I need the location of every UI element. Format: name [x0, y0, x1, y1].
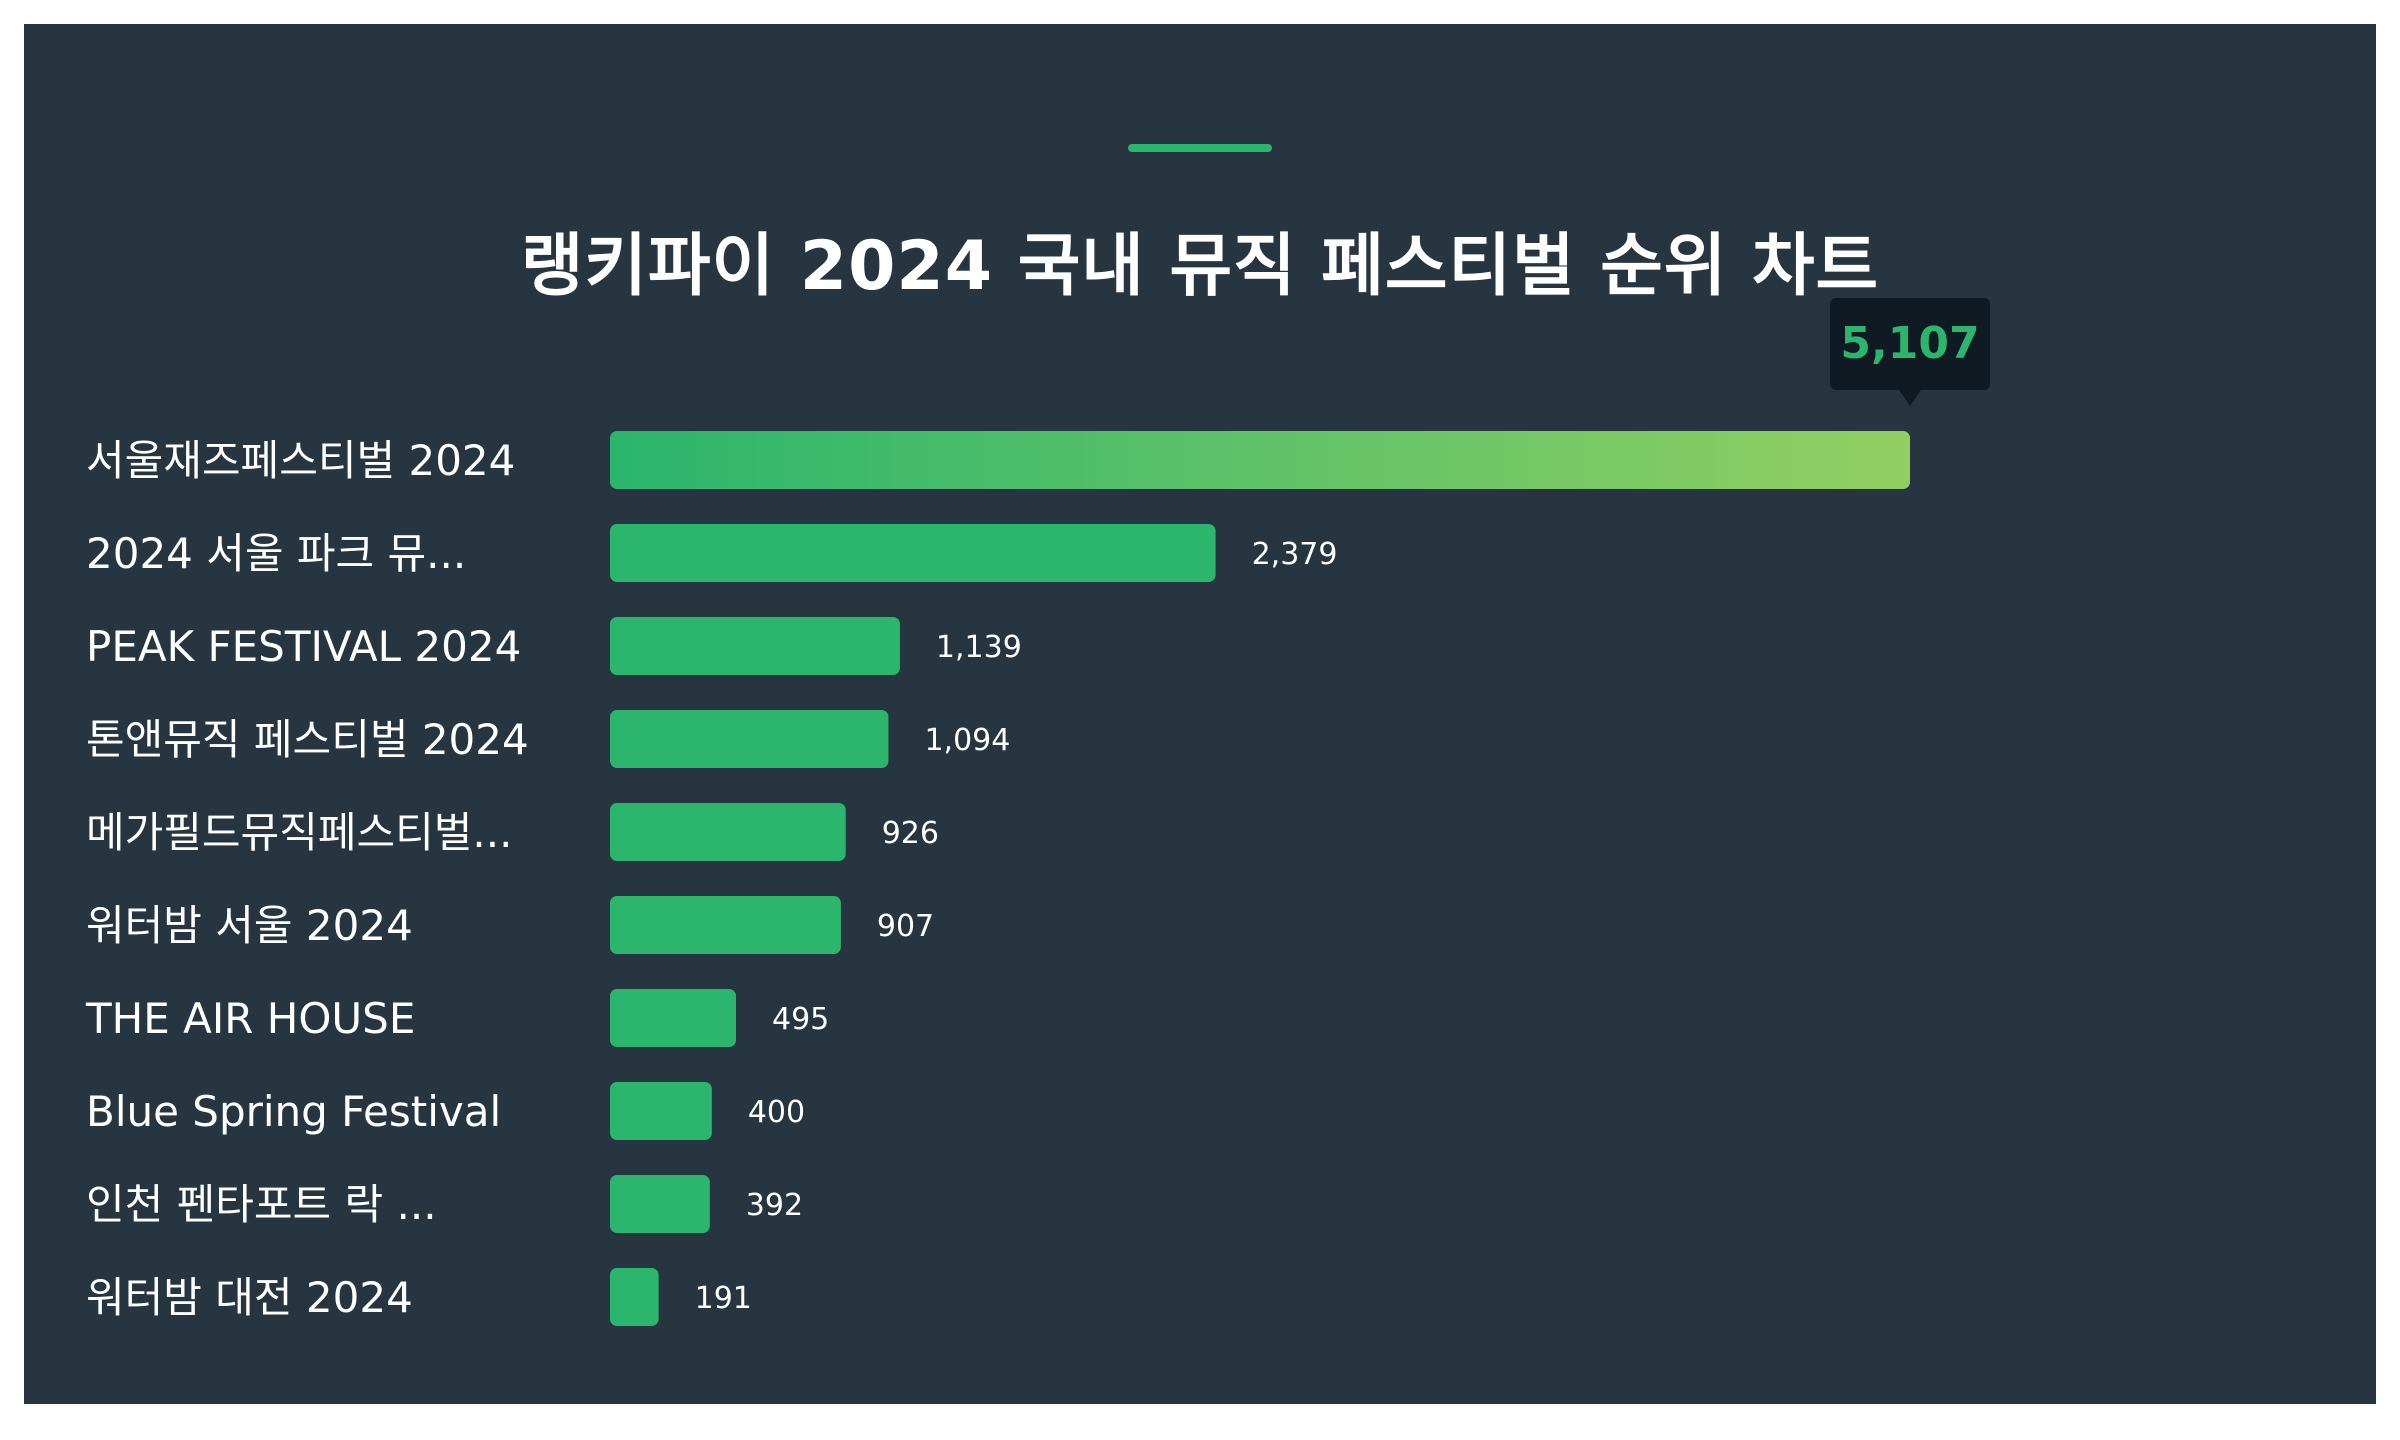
value-label: 926 — [882, 816, 939, 851]
value-tooltip: 5,107 — [1830, 298, 1990, 406]
bar[interactable] — [610, 431, 1910, 489]
bar-chart: 서울재즈페스티벌 2024 5,107 2024 서울 파크 뮤... 2,379 PE… — [85, 298, 1990, 1326]
category-label: PEAK FESTIVAL 2024 — [86, 622, 521, 671]
category-label: 워터밤 서울 2024 — [86, 901, 413, 950]
value-label: 495 — [772, 1002, 829, 1037]
category-label: 워터밤 대전 2024 — [86, 1273, 413, 1322]
value-label: 400 — [748, 1095, 805, 1130]
bar[interactable] — [610, 896, 841, 954]
chart-title: 랭키파이 2024 국내 뮤직 페스티벌 순위 차트 — [520, 227, 1880, 306]
bar[interactable] — [610, 524, 1216, 582]
value-label: 5,107 — [1840, 318, 1979, 369]
category-label: THE AIR HOUSE — [85, 994, 415, 1043]
value-label: 191 — [695, 1281, 752, 1316]
value-label: 1,094 — [924, 723, 1010, 758]
category-label: 톤앤뮤직 페스티벌 2024 — [86, 715, 529, 764]
value-label: 392 — [746, 1188, 803, 1223]
category-label: 메가필드뮤직페스티벌... — [86, 808, 512, 857]
category-label: 2024 서울 파크 뮤... — [86, 529, 466, 578]
bar[interactable] — [610, 989, 737, 1047]
bar[interactable] — [610, 1082, 712, 1140]
bar[interactable] — [610, 710, 889, 768]
value-label: 907 — [877, 909, 934, 944]
bar[interactable] — [610, 1175, 710, 1233]
chart-panel: 랭키파이 2024 국내 뮤직 페스티벌 순위 차트 서울재즈페스티벌 2024… — [24, 24, 2376, 1404]
category-label: Blue Spring Festival — [86, 1087, 501, 1136]
bar[interactable] — [610, 1268, 659, 1326]
bars-layer: 서울재즈페스티벌 2024 5,107 2024 서울 파크 뮤... 2,379 PE… — [85, 298, 1990, 1326]
bar[interactable] — [610, 803, 846, 861]
value-label: 2,379 — [1252, 537, 1338, 572]
category-label: 서울재즈페스티벌 2024 — [86, 436, 515, 485]
bar[interactable] — [610, 617, 900, 675]
value-label: 1,139 — [936, 630, 1022, 665]
category-label: 인천 펜타포트 락 ... — [86, 1180, 437, 1229]
title-accent-line — [1128, 144, 1272, 152]
